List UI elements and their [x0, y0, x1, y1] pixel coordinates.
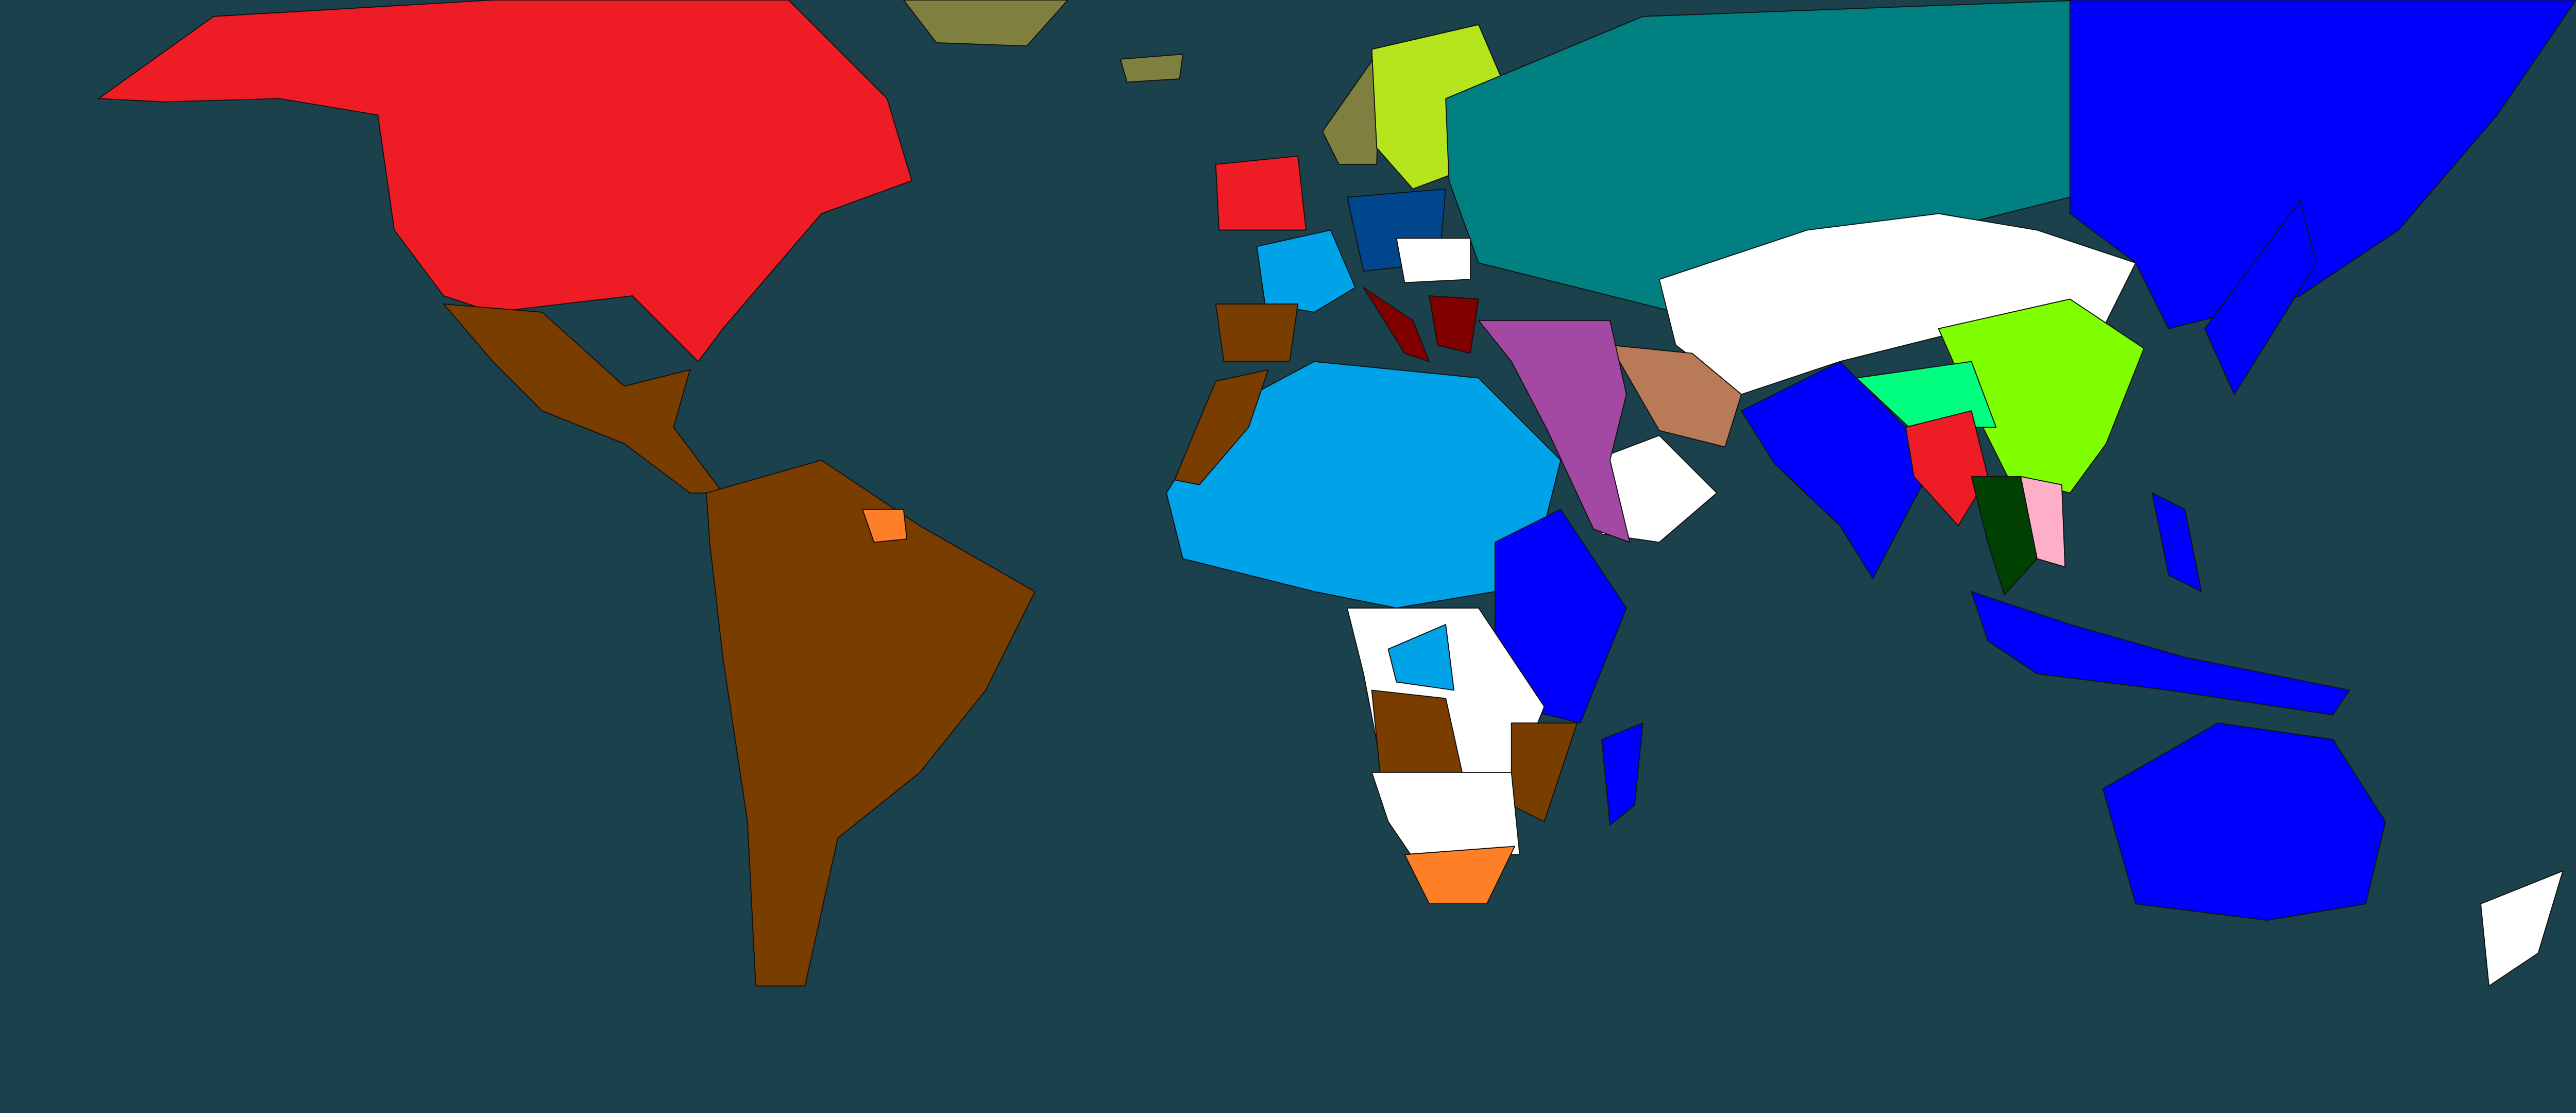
region-new-zealand[interactable] — [2480, 870, 2564, 987]
region-philippines[interactable] — [2151, 492, 2202, 593]
region-poland[interactable] — [1396, 238, 1471, 283]
region-iceland[interactable] — [1120, 54, 1183, 83]
region-south-america[interactable] — [706, 460, 1036, 987]
region-balkans[interactable] — [1429, 295, 1479, 354]
world-map — [98, 0, 2576, 987]
region-ottoman[interactable] — [1478, 319, 1631, 543]
region-south-africa[interactable] — [1404, 846, 1516, 904]
region-india[interactable] — [1741, 361, 1936, 579]
region-italy[interactable] — [1363, 287, 1430, 362]
region-far-east[interactable] — [2069, 0, 2576, 329]
region-australia[interactable] — [2102, 722, 2386, 921]
region-tibet[interactable] — [1856, 361, 1997, 428]
region-iberia[interactable] — [1215, 303, 1299, 362]
region-greenland[interactable] — [903, 0, 1069, 47]
region-france[interactable] — [1256, 229, 1356, 313]
region-iran[interactable] — [1609, 344, 1742, 448]
region-morocco[interactable] — [1174, 369, 1269, 485]
region-indonesia[interactable] — [1971, 591, 2350, 716]
region-japan[interactable] — [2204, 200, 2317, 395]
region-burma[interactable] — [1905, 410, 1989, 527]
region-british-isles[interactable] — [1215, 156, 1307, 231]
region-north-america[interactable] — [98, 0, 912, 362]
region-madagascar[interactable] — [1601, 722, 1643, 825]
region-norway[interactable] — [1322, 48, 1381, 165]
region-french-guiana[interactable] — [862, 509, 908, 543]
region-congo[interactable] — [1387, 623, 1455, 691]
region-indochina[interactable] — [1971, 476, 2038, 596]
region-vietnam[interactable] — [2020, 476, 2066, 568]
